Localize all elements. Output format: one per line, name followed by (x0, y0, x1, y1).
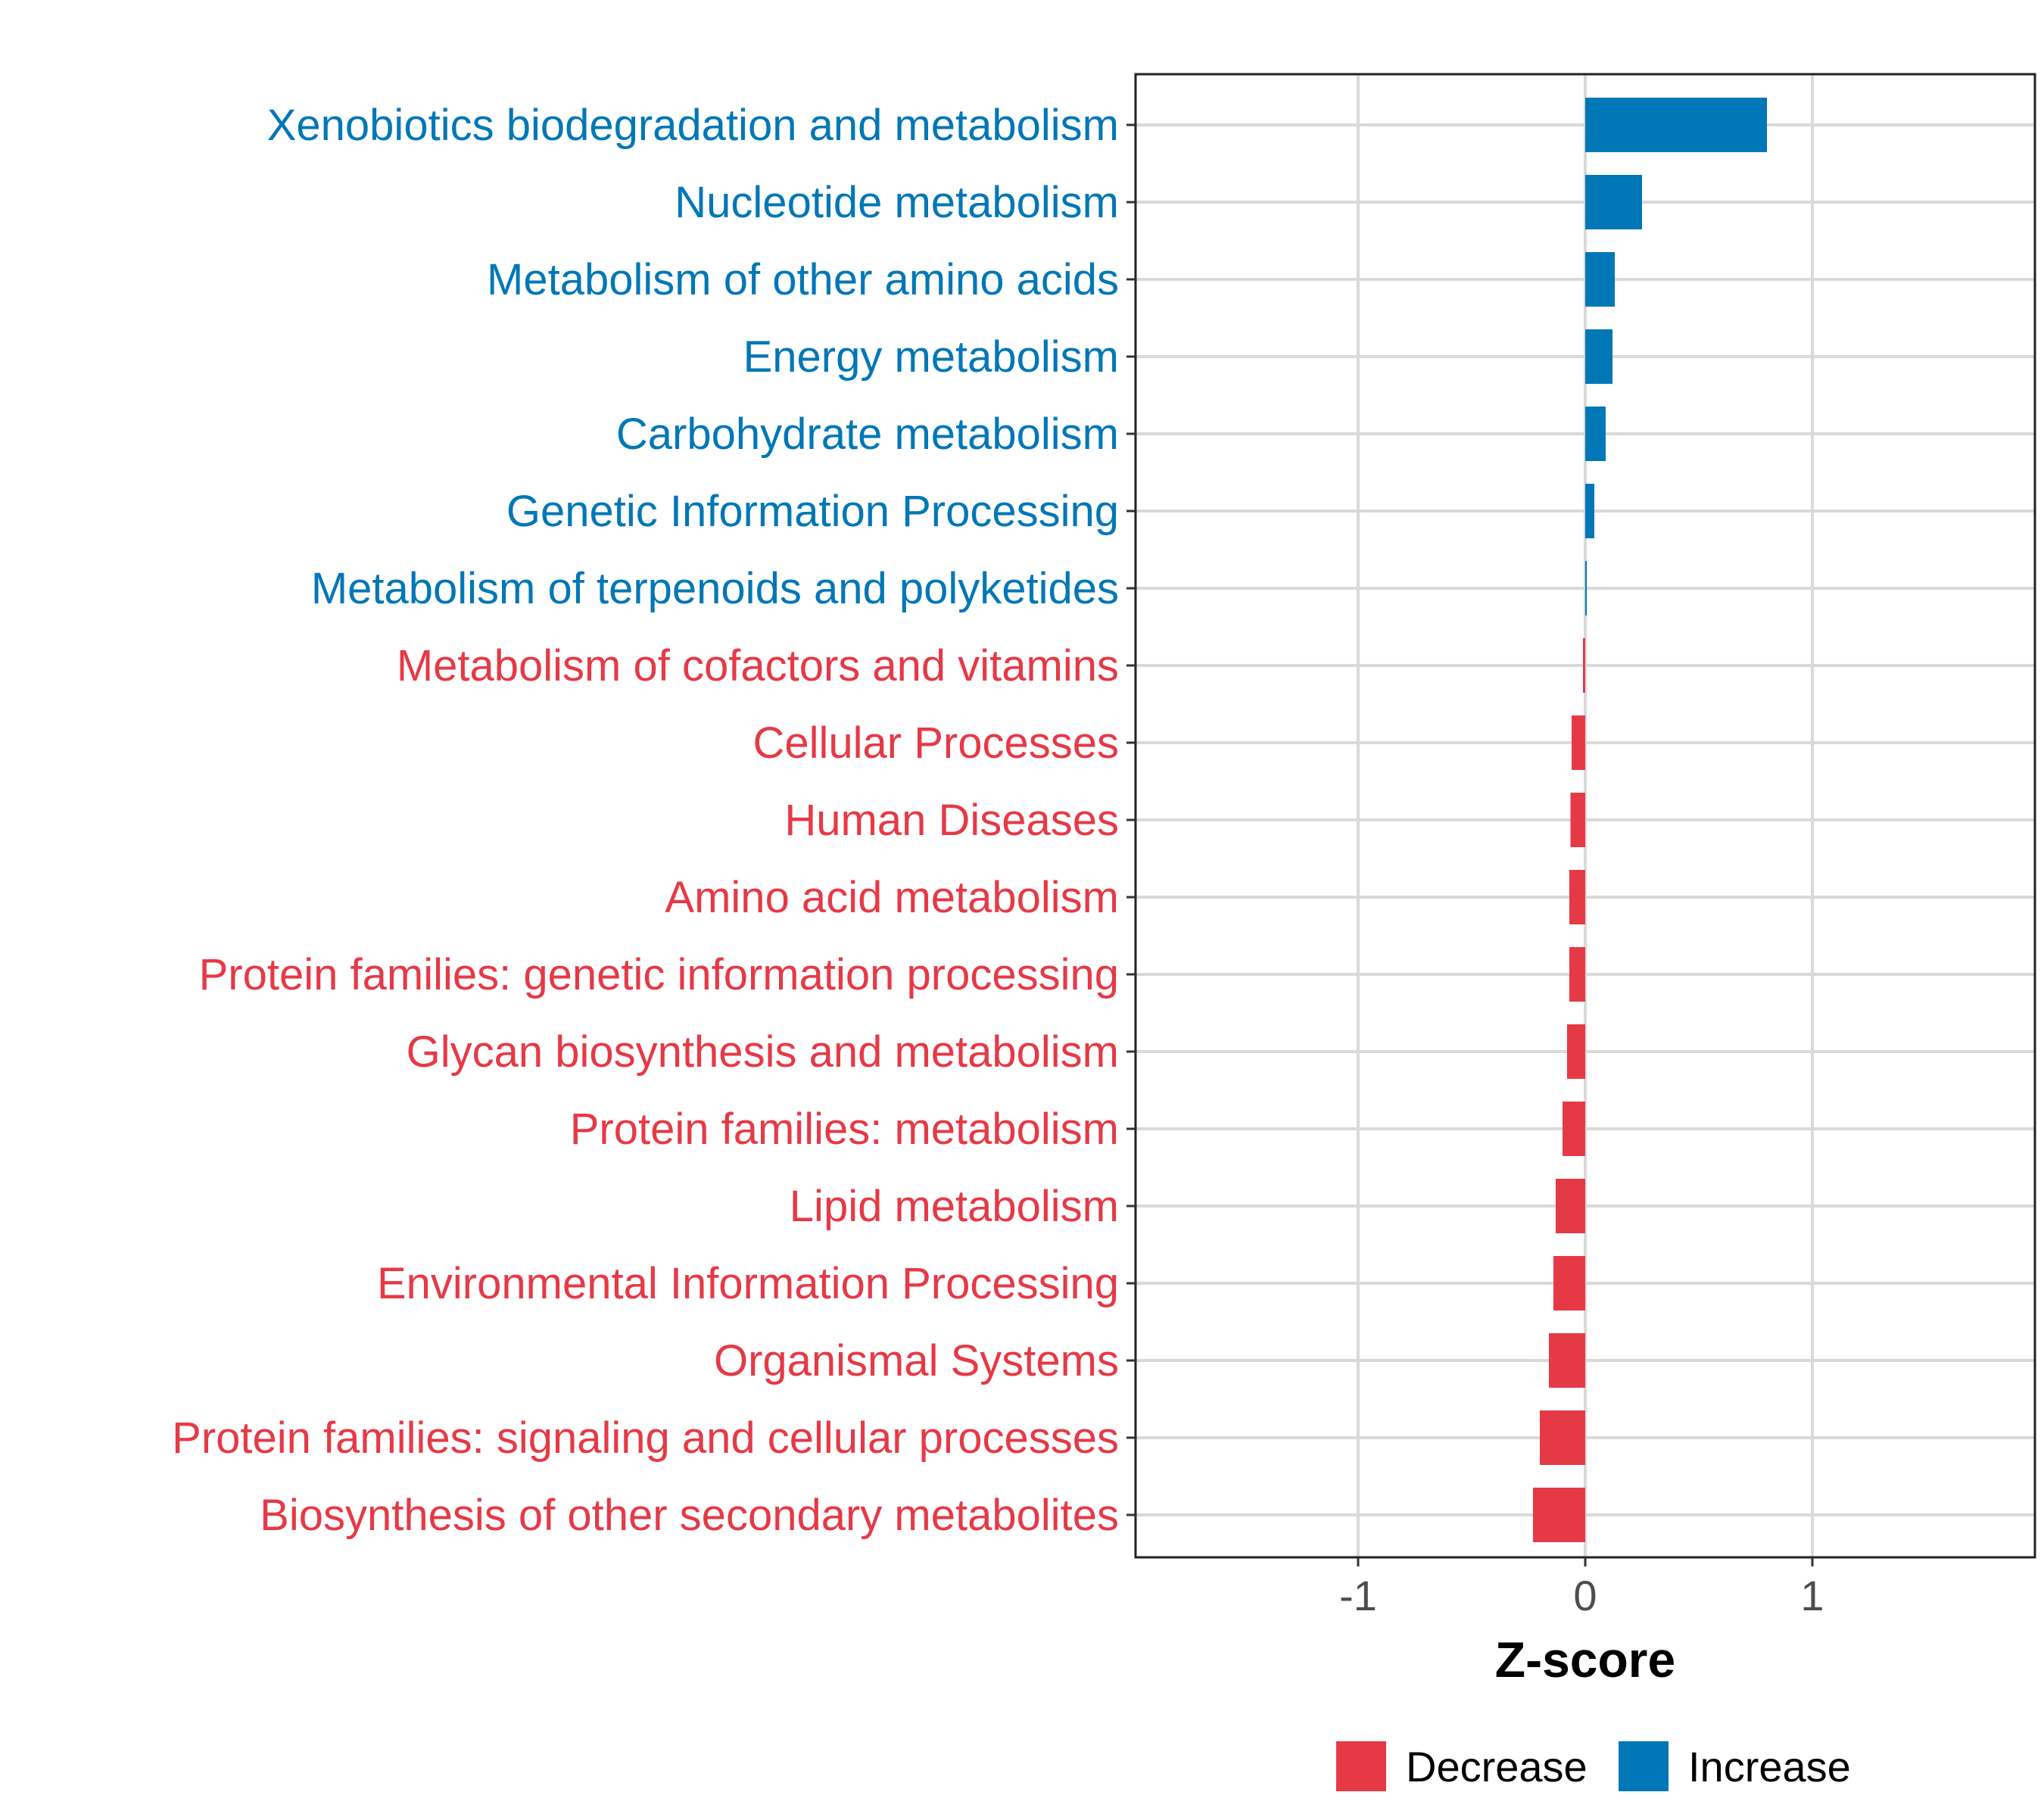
bar (1570, 793, 1585, 847)
bar (1585, 561, 1587, 616)
y-tick-label: Glycan biosynthesis and metabolism (407, 1027, 1119, 1077)
y-axis-ticks (1126, 123, 1136, 1516)
legend-key-increase (1619, 1741, 1669, 1791)
bar (1540, 1410, 1585, 1465)
bar (1563, 1102, 1585, 1156)
y-tick-label: Cellular Processes (752, 718, 1119, 768)
y-tick-label: Protein families: genetic information pr… (199, 950, 1119, 999)
x-tick-label: -1 (1339, 1572, 1377, 1619)
y-tick-label: Biosynthesis of other secondary metaboli… (260, 1491, 1119, 1540)
bar (1585, 407, 1606, 461)
bar (1583, 638, 1585, 693)
y-tick-label: Metabolism of terpenoids and polyketides (311, 564, 1119, 613)
y-tick-label: Metabolism of other amino acids (487, 255, 1119, 304)
bar (1585, 252, 1615, 307)
y-tick-label: Amino acid metabolism (665, 873, 1119, 922)
bar (1585, 329, 1612, 384)
x-tick-label: 1 (1800, 1572, 1824, 1619)
y-tick-label: Nucleotide metabolism (675, 178, 1119, 227)
y-tick-label: Energy metabolism (743, 332, 1119, 382)
bar (1569, 947, 1585, 1002)
y-tick-label: Environmental Information Processing (377, 1259, 1119, 1308)
bar (1567, 1024, 1585, 1079)
bar (1585, 98, 1767, 152)
x-axis-ticks: -1 0 1 (1339, 1557, 1824, 1619)
bar (1585, 175, 1642, 229)
bars (1533, 98, 1767, 1542)
y-tick-label: Protein families: metabolism (570, 1105, 1119, 1154)
bar (1556, 1179, 1585, 1233)
y-axis-labels: Xenobiotics biodegradation and metabolis… (172, 101, 1119, 1540)
y-tick-label: Organismal Systems (714, 1336, 1119, 1385)
bar (1533, 1488, 1585, 1542)
y-tick-label: Xenobiotics biodegradation and metabolis… (267, 101, 1119, 150)
x-tick-label: 0 (1573, 1572, 1597, 1619)
bar (1553, 1256, 1585, 1311)
bar (1549, 1333, 1585, 1388)
y-tick-label: Genetic Information Processing (506, 487, 1119, 536)
y-tick-label: Lipid metabolism (790, 1182, 1119, 1231)
y-tick-label: Carbohydrate metabolism (616, 410, 1119, 459)
legend-label-decrease: Decrease (1406, 1743, 1588, 1791)
y-tick-label: Human Diseases (784, 796, 1119, 845)
bar (1572, 715, 1585, 770)
y-tick-label: Metabolism of cofactors and vitamins (397, 641, 1119, 690)
legend: Decrease Increase (1336, 1741, 1851, 1791)
legend-label-increase: Increase (1688, 1743, 1851, 1791)
y-tick-label: Protein families: signaling and cellular… (172, 1413, 1119, 1463)
legend-key-decrease (1336, 1741, 1386, 1791)
bar (1569, 870, 1585, 924)
x-axis-title: Z-score (1495, 1632, 1675, 1688)
bar (1585, 484, 1594, 538)
